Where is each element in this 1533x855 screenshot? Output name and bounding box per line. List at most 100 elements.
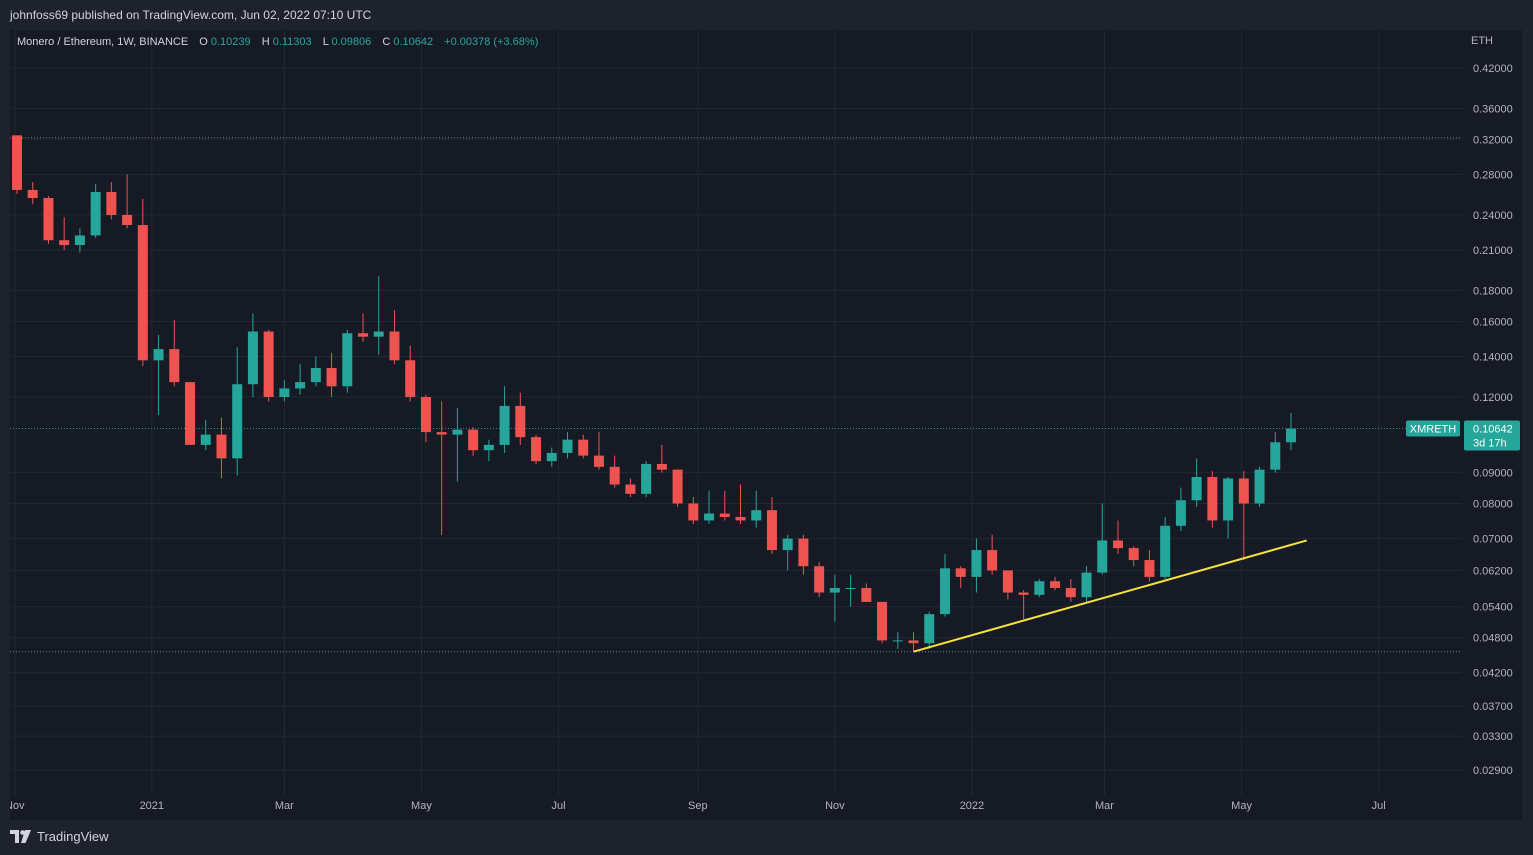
candle [216,417,227,479]
candle [59,217,70,251]
candle-body [169,349,180,383]
y-tick-label: 0.04200 [1473,668,1513,680]
y-tick-label: 0.16000 [1473,316,1513,328]
y-tick-label: 0.21000 [1473,245,1513,257]
chart-panel[interactable]: Monero / Ethereum, 1W, BINANCE O 0.10239… [10,30,1522,820]
price-axis[interactable]: ETH 0.42000 0.36000 0.32000 0.28000 0.24000 0… [1471,35,1513,777]
candle-body [405,360,416,398]
symbol-label: Monero / Ethereum, 1W, BINANCE [17,36,188,48]
candle [310,356,321,387]
candle [987,534,998,575]
candle [845,574,856,607]
candle-body [845,587,856,589]
candle-body [1223,478,1234,521]
candle [326,352,337,398]
y-tick-label: 0.04800 [1473,633,1513,645]
candle [1144,550,1155,582]
candle-body [531,437,542,462]
x-tick-label: Mar [1095,800,1114,812]
candle [1128,546,1139,567]
candle-body [279,388,290,398]
candle-body [609,466,620,485]
symbol-tag: XMRETH [1406,420,1460,437]
y-tick-label: 0.42000 [1473,63,1513,75]
y-tick-label: 0.09000 [1473,468,1513,480]
last-price-tag: 0.10642 3d 17h [1464,420,1520,451]
candle [247,313,258,398]
x-tick-label: Mar [275,800,294,812]
y-tick-label: 0.08000 [1473,499,1513,511]
candle-body [751,510,762,521]
publisher-text: johnfoss69 published on TradingView.com,… [10,8,372,22]
trendline-layer [913,539,1308,653]
x-tick-label: Nov [10,800,25,812]
candle [27,182,38,205]
candle-body [1254,469,1265,504]
candle [1175,487,1186,532]
candle-body [358,333,369,337]
candle [153,334,164,416]
candle [672,469,683,507]
tradingview-logo-icon [10,830,31,843]
candle [1160,516,1171,580]
candle-body [27,189,38,199]
x-tick-label: May [411,800,432,812]
candle [735,484,746,524]
footer-bar [0,822,1533,855]
candle-body [1144,560,1155,577]
candle [892,632,903,649]
candle [1081,566,1092,602]
candle-body [468,429,479,451]
svg-text:Monero / Ethereum, 1W, BINANCE: Monero / Ethereum, 1W, BINANCE O 0.10239… [17,36,538,48]
candle [814,562,825,598]
candle [829,574,840,622]
candle-body [483,444,494,451]
candle [641,461,652,498]
candle-body [122,214,133,226]
candle [468,427,479,456]
ohlc-close-label: C [382,36,390,48]
last-price-value: 0.10642 [1473,424,1513,436]
candle-body [1002,570,1013,593]
candle [1112,520,1123,555]
candle-body [295,382,306,389]
ohlc-low-label: L [323,36,329,48]
candle [185,382,196,445]
candle [515,392,526,445]
candle-body [106,191,117,215]
candle [373,276,384,355]
candle-body [719,513,730,517]
candle-body [877,601,888,641]
y-tick-label: 0.05400 [1473,602,1513,614]
candle-body [436,432,447,435]
y-tick-label: 0.12000 [1473,392,1513,404]
candle-body [1128,548,1139,561]
last-price-layer: XMRETH 0.10642 3d 17h [1406,420,1520,451]
ohlc-high-label: H [262,36,270,48]
candle [1223,476,1234,539]
candle [499,386,510,453]
candle [704,490,715,524]
candle-body [247,331,258,385]
candle-body [1112,540,1123,549]
tradingview-logo[interactable]: TradingView [10,829,109,844]
candle-body [1286,428,1296,443]
candle [1065,579,1076,602]
candle-body [1065,587,1076,598]
candle [656,444,667,473]
ohlc-legend: Monero / Ethereum, 1W, BINANCE O 0.10239… [17,36,538,48]
candle-body [578,439,589,456]
candle [436,401,447,535]
candle-body [137,225,148,361]
candle-body [420,397,431,433]
x-tick-label: 2022 [960,800,984,812]
time-axis[interactable]: Nov 2021 Mar May Jul Sep Nov 2022 Mar May Jul [10,800,1386,812]
candle [1018,590,1029,620]
candle-body [798,538,809,567]
candle-body [924,614,935,644]
candle-body [971,550,982,577]
candlestick-chart[interactable]: Monero / Ethereum, 1W, BINANCE O 0.10239… [10,30,1522,820]
candle [1270,432,1281,473]
candle-body [232,384,243,459]
candle [122,174,133,229]
